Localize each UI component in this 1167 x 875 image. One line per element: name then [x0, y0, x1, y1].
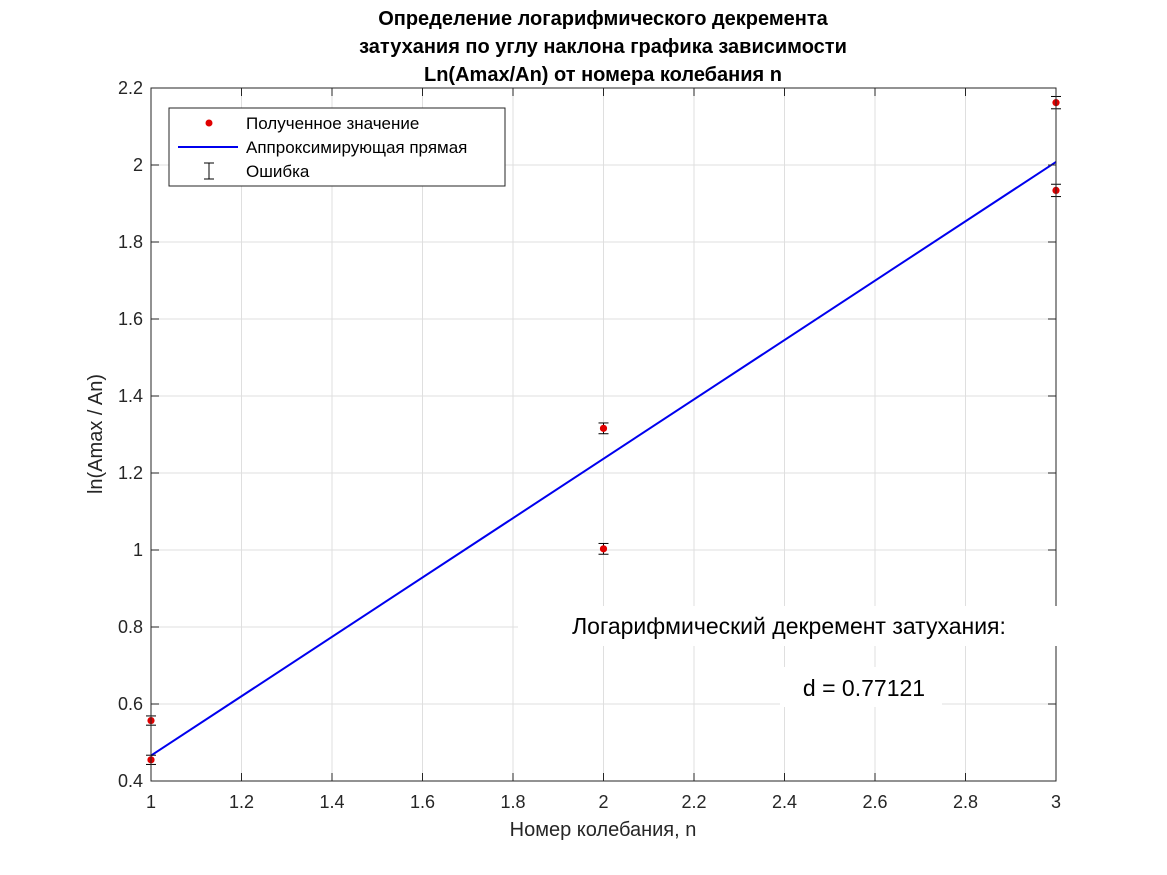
y-tick-label: 0.6 [118, 694, 143, 714]
y-tick-label: 1 [133, 540, 143, 560]
x-tick-label: 2.2 [681, 792, 706, 812]
y-axis-label: ln(Amax / An) [85, 374, 107, 494]
legend-label-errorbar: Ошибка [246, 162, 310, 181]
annotation-decrement-label: Логарифмический декремент затухания: [572, 613, 1006, 639]
legend: Полученное значение Аппроксимирующая пря… [168, 107, 506, 187]
data-point [599, 424, 608, 432]
y-tick-label: 0.8 [118, 617, 143, 637]
x-tick-label: 1 [146, 792, 156, 812]
fit-line [150, 161, 1057, 757]
x-tick-label: 3 [1051, 792, 1061, 812]
y-tick-label: 1.4 [118, 386, 143, 406]
y-tick-label: 1.6 [118, 309, 143, 329]
y-tick-label: 2.2 [118, 78, 143, 98]
x-tick-label: 1.2 [229, 792, 254, 812]
legend-label-line: Аппроксимирующая прямая [246, 138, 467, 157]
annotation-background-2 [780, 667, 942, 707]
y-tick-label: 0.4 [118, 771, 143, 791]
annotation-decrement-value: d = 0.77121 [803, 675, 925, 701]
y-tick-label: 1.2 [118, 463, 143, 483]
data-point [599, 545, 608, 553]
x-tick-label: 2 [598, 792, 608, 812]
y-tick-label: 2 [133, 155, 143, 175]
chart-title-line-3: Ln(Amax/An) от номера колебания n [424, 64, 782, 86]
annotation-background-1 [518, 606, 1058, 646]
x-tick-label: 2.6 [862, 792, 887, 812]
x-tick-label: 1.8 [500, 792, 525, 812]
x-tick-label: 2.4 [772, 792, 797, 812]
legend-marker-points [205, 119, 213, 127]
chart-title-line-1: Определение логарифмического декремента [378, 8, 828, 30]
x-tick-label: 1.6 [410, 792, 435, 812]
x-axis-label: Номер колебания, n [510, 819, 697, 841]
x-tick-label: 2.8 [953, 792, 978, 812]
chart-title-line-2: затухания по углу наклона графика зависи… [359, 36, 847, 58]
legend-marker-errorbar [204, 162, 214, 180]
legend-label-points: Полученное значение [246, 114, 419, 133]
y-tick-label: 1.8 [118, 232, 143, 252]
x-tick-label: 1.4 [319, 792, 344, 812]
